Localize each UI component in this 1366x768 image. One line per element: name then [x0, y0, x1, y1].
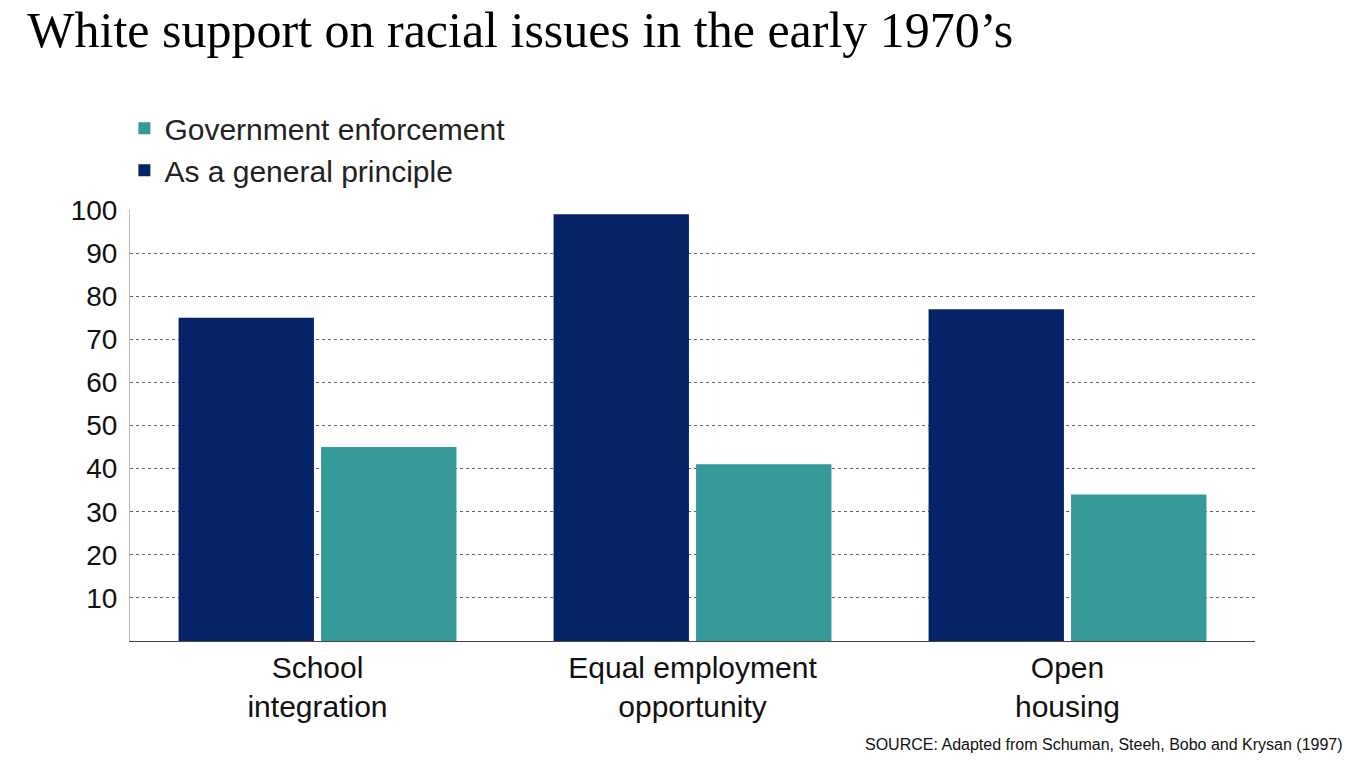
svg-text:Openhousing: Openhousing — [1015, 651, 1120, 723]
svg-text:30: 30 — [86, 497, 117, 528]
svg-text:Equal employmentopportunity: Equal employmentopportunity — [568, 651, 817, 723]
svg-text:20: 20 — [86, 540, 117, 571]
svg-text:As a general principle: As a general principle — [164, 155, 453, 188]
svg-text:Government enforcement: Government enforcement — [164, 113, 505, 146]
svg-text:White support on racial issues: White support on racial issues in the ea… — [27, 2, 1013, 58]
svg-text:40: 40 — [86, 453, 117, 484]
svg-text:SOURCE: Adapted from Schuman,: SOURCE: Adapted from Schuman, Steeh, Bob… — [865, 736, 1343, 753]
svg-text:50: 50 — [86, 410, 117, 441]
svg-text:10: 10 — [86, 583, 117, 614]
svg-text:70: 70 — [86, 324, 117, 355]
svg-text:90: 90 — [86, 238, 117, 269]
svg-text:60: 60 — [86, 367, 117, 398]
svg-text:80: 80 — [86, 281, 117, 312]
svg-text:100: 100 — [71, 195, 118, 226]
svg-text:Schoolintegration: Schoolintegration — [247, 651, 387, 723]
